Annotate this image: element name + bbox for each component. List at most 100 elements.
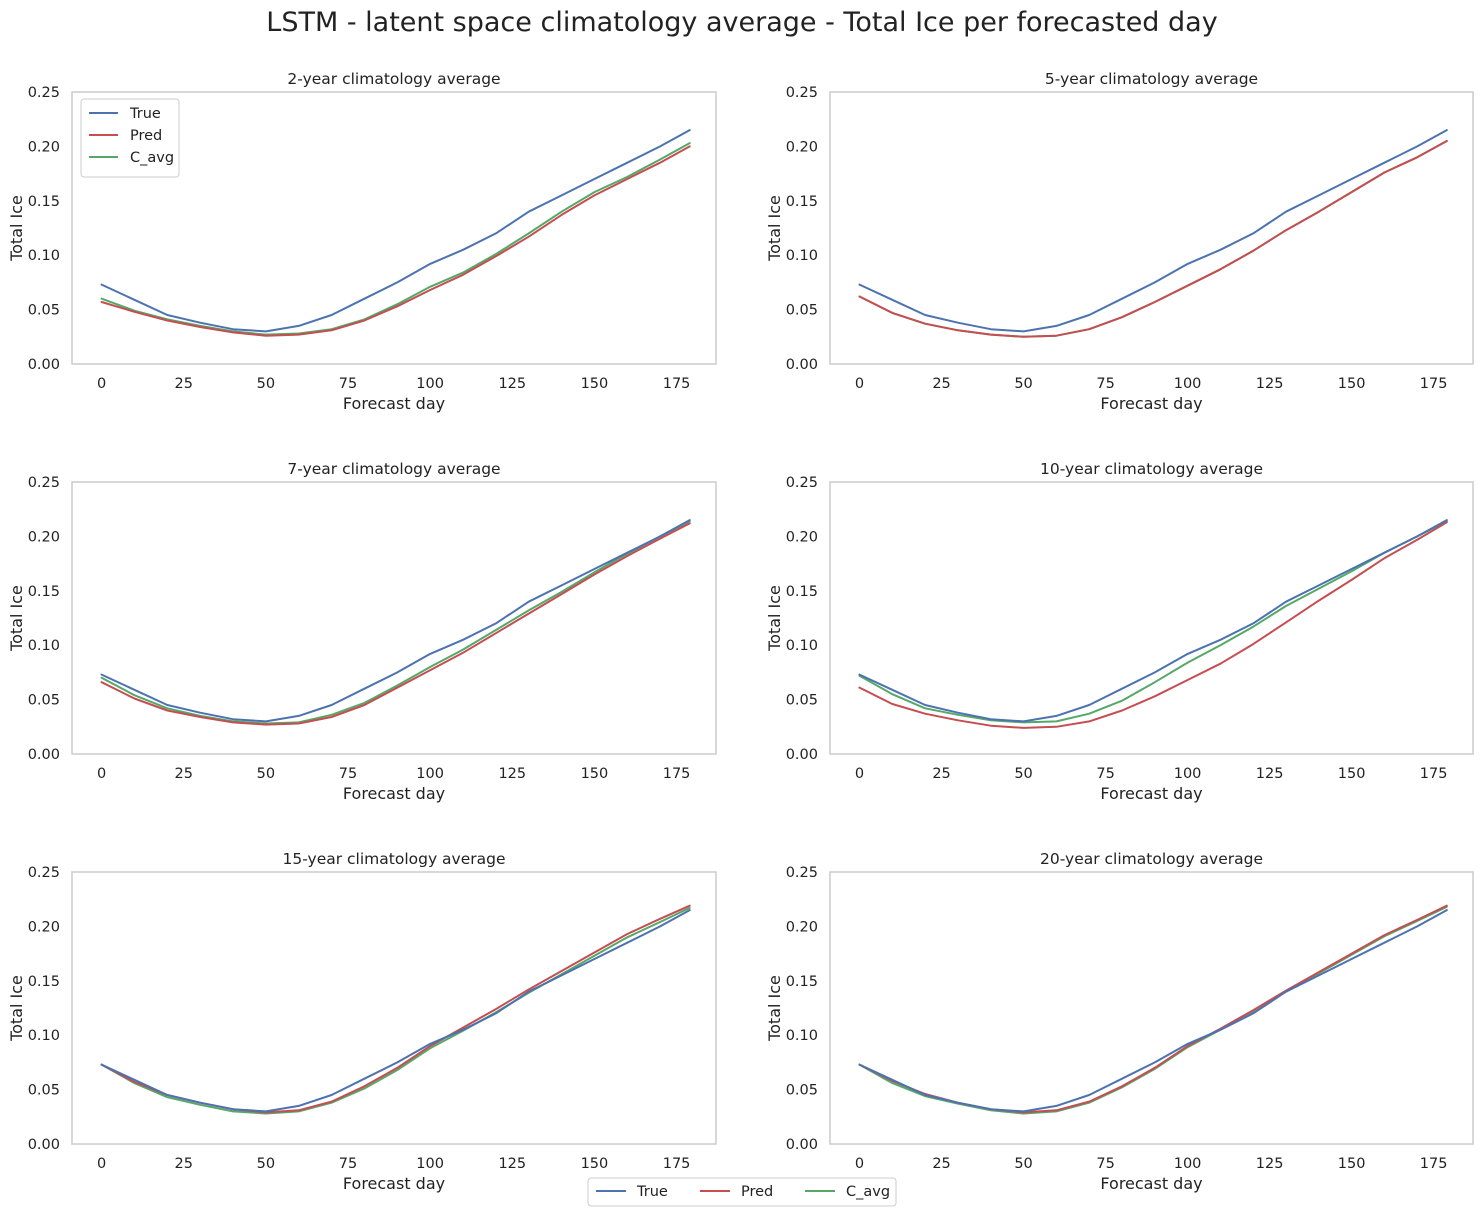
subplot-grid: 2-year climatology average 0 25 50 75 100 125 1… <box>7 70 1474 1193</box>
axes-frame <box>829 481 1474 755</box>
x-tick-label: 75 <box>339 376 357 392</box>
figure-legend: True Pred C_avg <box>587 1177 897 1207</box>
y-tick-label: 0.05 <box>786 303 818 319</box>
y-tick-label: 0.20 <box>786 139 818 155</box>
y-tick-label: 0.05 <box>28 1083 60 1099</box>
y-tick-label: 0.25 <box>786 865 818 881</box>
x-tick-label: 50 <box>1014 766 1032 782</box>
subplot-title: 5-year climatology average <box>1045 70 1258 88</box>
y-tick-label: 0.20 <box>28 919 60 935</box>
subplot-title: 2-year climatology average <box>287 70 500 88</box>
x-tick-label: 175 <box>1420 766 1448 782</box>
y-tick-label: 0.00 <box>28 1137 60 1153</box>
series-line-true <box>100 519 691 723</box>
x-tick-label: 150 <box>581 376 609 392</box>
axes-frame <box>829 871 1474 1145</box>
x-tick-label: 150 <box>1338 376 1366 392</box>
x-tick-label: 150 <box>1338 766 1366 782</box>
series-line-pred <box>100 904 691 1114</box>
y-tick-label: 0.05 <box>786 1083 818 1099</box>
y-tick-label: 0.00 <box>786 357 818 373</box>
y-tick-label: 0.00 <box>28 747 60 763</box>
series-line-true <box>858 129 1448 333</box>
x-tick-label: 50 <box>1014 376 1032 392</box>
y-tick-label: 0.20 <box>28 139 60 155</box>
subplot-6: 20-year climatology average 0 25 50 75 100 125… <box>765 850 1474 1193</box>
series-line-c-avg <box>100 520 691 725</box>
x-tick-label: 100 <box>1174 766 1202 782</box>
series-line-pred <box>100 145 691 337</box>
legend-label: True <box>636 1184 668 1200</box>
subplot-title: 15-year climatology average <box>282 850 505 868</box>
x-tick-label: 25 <box>932 376 950 392</box>
x-axis-label: Forecast day <box>343 1174 445 1193</box>
y-tick-label: 0.15 <box>786 584 818 600</box>
x-tick-label: 0 <box>855 1156 864 1172</box>
y-tick-label: 0.05 <box>28 693 60 709</box>
y-axis-label: Total Ice <box>765 975 784 1042</box>
y-tick-label: 0.25 <box>28 85 60 101</box>
y-tick-label: 0.20 <box>786 919 818 935</box>
x-tick-label: 75 <box>1096 376 1114 392</box>
x-tick-label: 150 <box>1338 1156 1366 1172</box>
y-tick-label: 0.00 <box>786 1137 818 1153</box>
y-axis-label: Total Ice <box>7 195 26 262</box>
x-tick-label: 75 <box>1096 1156 1114 1172</box>
x-tick-label: 125 <box>1256 1156 1284 1172</box>
x-tick-label: 175 <box>663 1156 691 1172</box>
x-tick-label: 125 <box>1256 766 1284 782</box>
y-tick-label: 0.10 <box>786 248 818 264</box>
series-line-c-avg <box>100 906 691 1115</box>
series-line-c-avg <box>858 520 1448 724</box>
x-tick-label: 25 <box>932 766 950 782</box>
y-axis-label: Total Ice <box>765 195 784 262</box>
subplot-2: 5-year climatology average 0 25 50 75 100 125 1… <box>765 70 1474 413</box>
x-tick-label: 50 <box>257 376 275 392</box>
subplot-title: 7-year climatology average <box>287 460 500 478</box>
x-tick-label: 175 <box>1420 1156 1448 1172</box>
y-tick-label: 0.25 <box>786 85 818 101</box>
y-axis-label: Total Ice <box>765 585 784 652</box>
subplot-title: 10-year climatology average <box>1040 460 1263 478</box>
legend-label: Pred <box>741 1184 773 1200</box>
y-axis-label: Total Ice <box>7 975 26 1042</box>
y-tick-label: 0.00 <box>28 357 60 373</box>
subplot-legend: True Pred C_avg <box>80 98 180 178</box>
x-tick-label: 25 <box>932 1156 950 1172</box>
x-tick-label: 75 <box>339 766 357 782</box>
subplot-4: 10-year climatology average 0 25 50 75 100 125… <box>765 460 1474 803</box>
x-tick-label: 125 <box>498 1156 526 1172</box>
y-tick-label: 0.15 <box>28 584 60 600</box>
subplot-1: 2-year climatology average 0 25 50 75 100 125 1… <box>7 70 717 413</box>
axes-frame <box>71 481 717 755</box>
x-tick-label: 100 <box>1174 376 1202 392</box>
x-tick-label: 100 <box>416 376 444 392</box>
x-tick-label: 175 <box>663 766 691 782</box>
x-tick-label: 50 <box>257 1156 275 1172</box>
y-tick-label: 0.10 <box>28 638 60 654</box>
x-tick-label: 150 <box>581 766 609 782</box>
x-tick-label: 175 <box>663 376 691 392</box>
y-tick-label: 0.10 <box>786 1028 818 1044</box>
x-tick-label: 100 <box>416 1156 444 1172</box>
series-line-c-avg <box>858 140 1448 338</box>
subplot-5: 15-year climatology average 0 25 50 75 100 125… <box>7 850 717 1193</box>
x-tick-label: 125 <box>498 766 526 782</box>
series-line-c-avg <box>100 142 691 336</box>
legend-box <box>587 1177 897 1207</box>
x-axis-label: Forecast day <box>1100 1174 1202 1193</box>
y-tick-label: 0.20 <box>28 529 60 545</box>
legend-label: C_avg <box>130 150 174 166</box>
subplot-3: 7-year climatology average 0 25 50 75 100 125 1… <box>7 460 717 803</box>
x-tick-label: 125 <box>1256 376 1284 392</box>
y-tick-label: 0.05 <box>786 693 818 709</box>
x-tick-label: 75 <box>1096 766 1114 782</box>
x-axis-label: Forecast day <box>343 394 445 413</box>
x-tick-label: 100 <box>1174 1156 1202 1172</box>
series-line-pred <box>858 904 1448 1114</box>
y-tick-label: 0.05 <box>28 303 60 319</box>
y-tick-label: 0.10 <box>786 638 818 654</box>
series-line-c-avg <box>858 905 1448 1115</box>
axes-frame <box>71 91 717 365</box>
